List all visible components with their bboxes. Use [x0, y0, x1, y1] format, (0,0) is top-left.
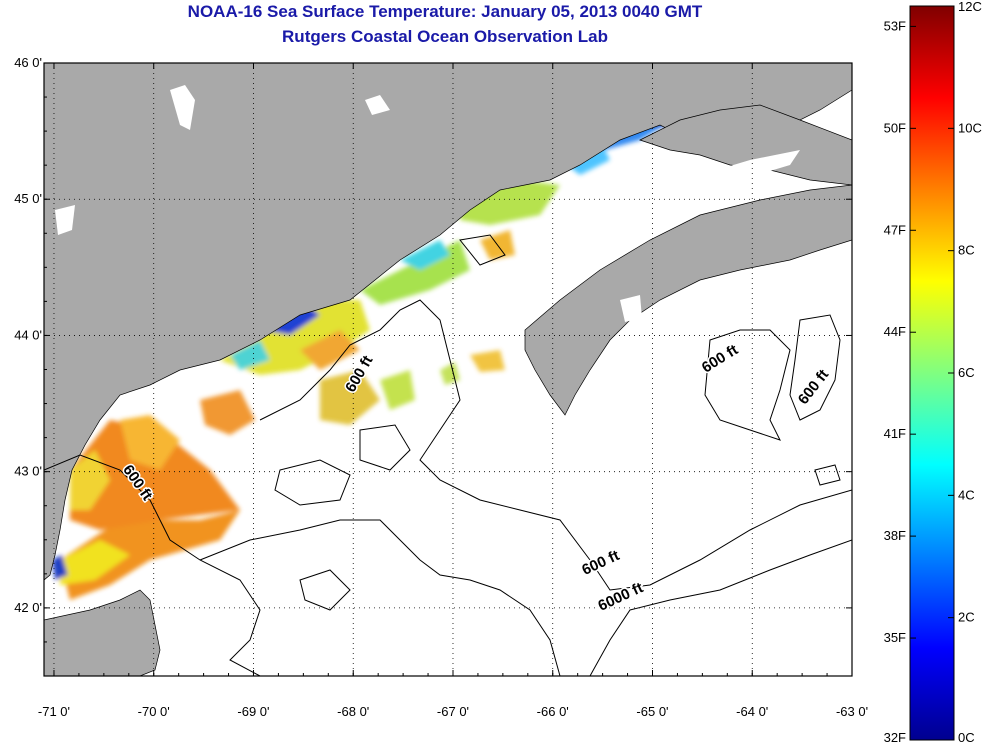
contour-6000ft	[589, 539, 852, 676]
bathymetry-contours	[44, 234, 852, 676]
celsius-tick-label: 4C	[958, 487, 975, 502]
lat-tick-label: 43 0'	[14, 464, 42, 479]
fahrenheit-tick-label: 41F	[884, 426, 906, 441]
map-subtitle: Rutgers Coastal Ocean Observation Lab	[282, 27, 608, 46]
contour-600ft-georges	[199, 519, 561, 676]
cape-cod	[44, 589, 161, 676]
contour-basin-3	[299, 569, 351, 611]
lon-tick-label: -67 0'	[437, 704, 469, 719]
celsius-tick-label: 6C	[958, 365, 975, 380]
celsius-tick-label: 2C	[958, 610, 975, 625]
contour-basin-5	[459, 234, 506, 266]
celsius-tick-label: 0C	[958, 730, 975, 745]
longitude-axis: -71 0' -70 0' -69 0' -68 0' -67 0' -66 0' -65 …	[38, 63, 868, 719]
latitude-axis: 46 0' 45 0' 44 0' 43 0' 42 0'	[14, 55, 852, 677]
nova-scotia	[524, 184, 852, 416]
lon-tick-label: -65 0'	[636, 704, 668, 719]
lat-tick-label: 46 0'	[14, 55, 42, 70]
lon-tick-label: -69 0'	[237, 704, 269, 719]
bay-of-fundy-north	[639, 104, 852, 186]
contour-600ft-east-a	[704, 329, 791, 441]
lon-tick-label: -63 0'	[836, 704, 868, 719]
lon-tick-label: -70 0'	[138, 704, 170, 719]
bay-of-fundy	[560, 150, 800, 270]
lon-tick-label: -66 0'	[537, 704, 569, 719]
lon-tick-label: -64 0'	[736, 704, 768, 719]
colorbar-fahrenheit-scale: 32F 35F 38F 41F 44F 47F 50F 53F	[884, 18, 916, 745]
lat-tick-label: 44 0'	[14, 327, 42, 342]
colorbar	[909, 5, 955, 741]
lon-tick-label: -71 0'	[38, 704, 70, 719]
celsius-tick-label: 10C	[958, 120, 982, 135]
fahrenheit-tick-label: 38F	[884, 528, 906, 543]
inland-lakes	[55, 85, 642, 322]
contour-basin-1	[274, 459, 351, 506]
fahrenheit-tick-label: 53F	[884, 18, 906, 33]
lat-tick-label: 42 0'	[14, 600, 42, 615]
celsius-tick-label: 12C	[958, 0, 982, 14]
fahrenheit-tick-label: 47F	[884, 222, 906, 237]
graticule	[44, 62, 853, 676]
contour-basin-4	[814, 464, 841, 486]
celsius-tick-label: 8C	[958, 243, 975, 258]
sst-overlay	[52, 112, 668, 600]
contour-basin-2	[359, 424, 411, 471]
contour-600ft-east-b	[789, 314, 841, 421]
land-masses	[44, 63, 852, 676]
fahrenheit-tick-label: 44F	[884, 324, 906, 339]
colorbar-celsius-scale: 0C 2C 4C 6C 8C 10C 12C	[948, 0, 982, 745]
map-layers	[44, 63, 852, 676]
fahrenheit-tick-label: 50F	[884, 120, 906, 135]
fahrenheit-tick-label: 32F	[884, 730, 906, 745]
map-title: NOAA-16 Sea Surface Temperature: January…	[187, 2, 703, 21]
contour-600ft-central	[259, 299, 852, 591]
lat-tick-label: 45 0'	[14, 191, 42, 206]
lon-tick-label: -68 0'	[337, 704, 369, 719]
fahrenheit-tick-label: 35F	[884, 630, 906, 645]
